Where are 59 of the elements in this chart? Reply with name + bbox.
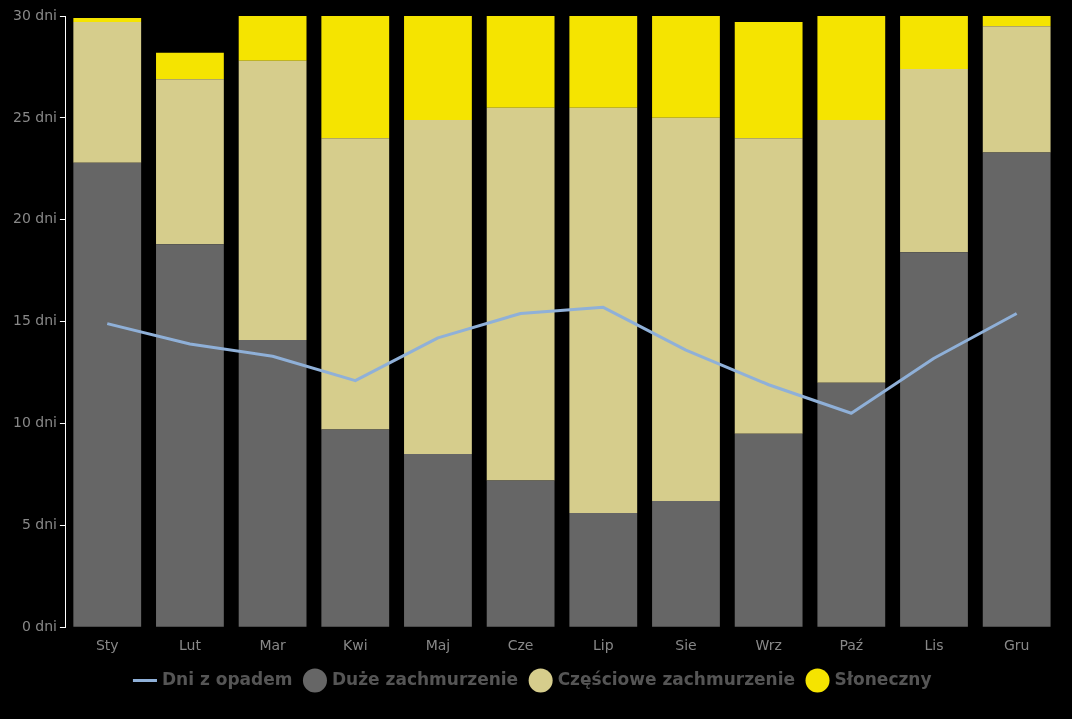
x-tick-label: Lut bbox=[178, 637, 202, 654]
bar bbox=[156, 244, 224, 627]
bar bbox=[321, 429, 390, 627]
bar bbox=[569, 513, 638, 627]
bar bbox=[734, 433, 803, 627]
x-tick-label: Sty bbox=[95, 637, 119, 654]
x-tick-label: Paź bbox=[839, 637, 864, 654]
bar bbox=[404, 454, 472, 627]
bar bbox=[982, 26, 1051, 153]
x-tick-label: Cze bbox=[507, 637, 534, 654]
bar bbox=[982, 152, 1051, 627]
bar bbox=[734, 138, 803, 434]
bar bbox=[817, 16, 886, 120]
bar bbox=[156, 52, 224, 80]
bar bbox=[238, 339, 307, 627]
x-tick-label: Kwi bbox=[343, 637, 368, 654]
bar bbox=[569, 16, 638, 108]
bar bbox=[652, 500, 720, 627]
bar bbox=[238, 60, 307, 340]
bar bbox=[404, 119, 472, 455]
bar bbox=[404, 16, 472, 120]
y-tick-label: 30 dni bbox=[12, 6, 57, 23]
bar bbox=[321, 138, 390, 430]
legend-label: Częściowe zachmurzenie bbox=[557, 668, 796, 689]
x-tick-label: Sie bbox=[675, 637, 697, 654]
bar bbox=[652, 117, 720, 501]
x-tick-label: Wrz bbox=[755, 637, 782, 654]
bar bbox=[734, 22, 803, 139]
legend-label: Dni z opadem bbox=[161, 668, 293, 689]
bar bbox=[73, 22, 142, 163]
bar bbox=[321, 16, 390, 139]
x-tick-label: Gru bbox=[1003, 637, 1030, 654]
bar bbox=[900, 252, 968, 627]
x-tick-label: Lis bbox=[924, 637, 944, 654]
bar bbox=[156, 79, 224, 245]
bar bbox=[982, 16, 1051, 27]
y-tick-label: 20 dni bbox=[12, 210, 57, 227]
bar bbox=[238, 16, 307, 61]
bar bbox=[486, 16, 555, 108]
x-tick-label: Mar bbox=[259, 637, 287, 654]
x-tick-label: Lip bbox=[593, 637, 614, 654]
bar bbox=[73, 18, 142, 23]
bar bbox=[73, 162, 142, 627]
x-tick-label: Maj bbox=[425, 637, 451, 654]
bar bbox=[817, 382, 886, 627]
bar bbox=[486, 480, 555, 627]
bar bbox=[569, 107, 638, 514]
y-tick-label: 10 dni bbox=[12, 414, 57, 431]
y-tick-label: 5 dni bbox=[21, 515, 57, 532]
y-tick-label: 25 dni bbox=[12, 108, 57, 125]
legend-label: Duże zachmurzenie bbox=[331, 668, 519, 689]
y-tick-label: 15 dni bbox=[12, 312, 57, 329]
bar bbox=[486, 107, 555, 481]
bar bbox=[900, 16, 968, 69]
legend-label: Słoneczny bbox=[834, 668, 932, 689]
bar bbox=[817, 119, 886, 383]
bar bbox=[652, 16, 720, 118]
y-tick-label: 0 dni bbox=[21, 617, 57, 634]
bar bbox=[900, 68, 968, 253]
